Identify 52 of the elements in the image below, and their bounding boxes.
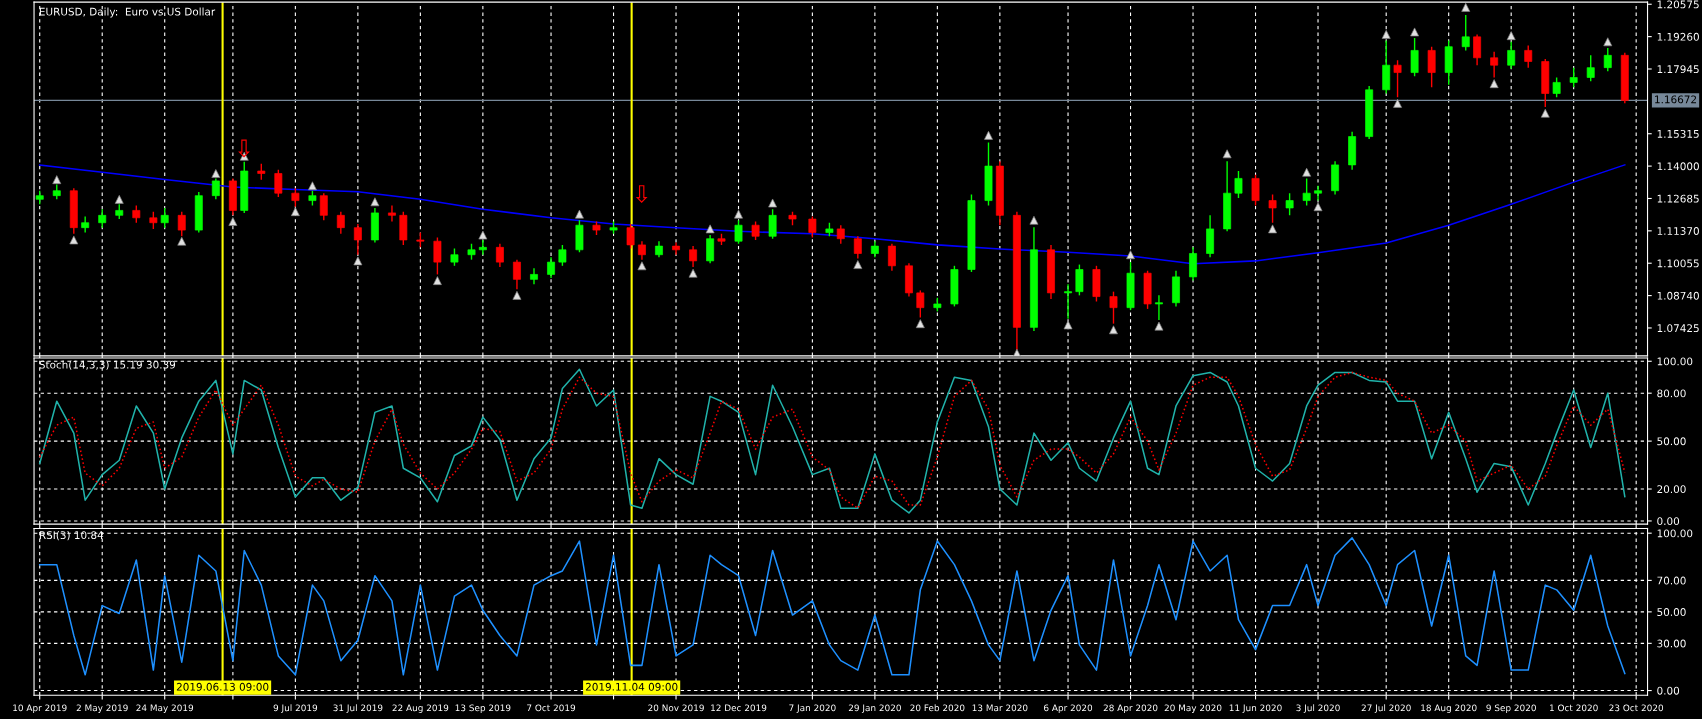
x-tick-label: 2 May 2019	[76, 704, 128, 713]
chart-title: EURUSD, Daily: Euro vs US Dollar	[39, 7, 216, 18]
x-tick-label: 6 Apr 2020	[1044, 704, 1093, 713]
x-tick-label: 12 Dec 2019	[711, 704, 767, 712]
annotation: ⇩	[238, 139, 250, 158]
y-tick-label: 1.08740	[1657, 291, 1699, 300]
y-tick-label: 1.19260	[1657, 32, 1699, 41]
x-tick-label: 24 May 2019	[136, 704, 194, 713]
x-tick-label: 11 Jun 2020	[1229, 704, 1282, 713]
y-tick-label: 1.15315	[1657, 129, 1699, 138]
chart-title: Stoch(14,3,3) 15.19 30.39	[39, 360, 176, 370]
ref-line-label: 1.16672	[1655, 95, 1697, 104]
x-tick-label: 9 Sep 2020	[1486, 704, 1536, 713]
chart-title: RSI(3) 10.84	[39, 530, 104, 541]
y-tick-label: 1.12685	[1657, 194, 1699, 203]
x-tick-label: 13 Mar 2020	[972, 704, 1028, 712]
y-tick-label: 1.20575	[1657, 0, 1699, 9]
x-tick-label: 29 Jan 2020	[848, 704, 901, 713]
annotation: ⇩	[635, 185, 648, 203]
y-tick-label: 20.00	[1657, 485, 1686, 494]
y-tick-label: 0.00	[1657, 517, 1680, 526]
y-tick-label: 1.14000	[1657, 162, 1699, 171]
x-tick-label: 10 Apr 2019	[13, 704, 67, 713]
x-tick-label: 20 May 2020	[1164, 704, 1222, 713]
x-tick-label: 31 Jul 2019	[333, 704, 383, 713]
x-tick-label: 20 Nov 2019	[648, 704, 704, 712]
x-tick-label: 20 Feb 2020	[910, 704, 965, 712]
x-tick-label: 13 Sep 2019	[455, 704, 511, 713]
x-tick-label: 7 Oct 2019	[527, 704, 576, 712]
y-tick-label: 100.00	[1657, 357, 1693, 366]
y-tick-label: 1.07425	[1657, 324, 1699, 333]
x-tick-label: 9 Jul 2019	[273, 704, 318, 713]
y-tick-label: 80.00	[1657, 389, 1686, 398]
y-tick-label: 30.00	[1657, 639, 1686, 648]
x-tick-label: 1 Oct 2020	[1550, 704, 1598, 712]
y-tick-label: 1.10055	[1657, 259, 1699, 268]
y-tick-label: 1.11370	[1657, 227, 1699, 235]
y-tick-label: 1.17945	[1657, 65, 1699, 74]
y-tick-label: 100.00	[1657, 529, 1693, 538]
y-tick-label: 50.00	[1657, 608, 1686, 616]
x-tick-label: 3 Jul 2020	[1296, 704, 1340, 713]
x-tick-label: 23 Oct 2020	[1609, 704, 1664, 712]
ref-line-label: 2019.06.13 09:00	[176, 682, 269, 691]
x-tick-label: 27 Jul 2020	[1361, 704, 1411, 713]
y-tick-label: 70.00	[1657, 576, 1686, 585]
y-tick-label: 0.00	[1657, 686, 1680, 695]
x-tick-label: 7 Jan 2020	[789, 704, 836, 713]
x-tick-label: 18 Aug 2020	[1421, 704, 1477, 713]
y-tick-label: 50.00	[1657, 437, 1686, 446]
x-tick-label: 22 Aug 2019	[392, 704, 449, 713]
x-tick-label: 28 Apr 2020	[1103, 704, 1158, 713]
ref-line-label: 2019.11.04 09:00	[585, 682, 678, 691]
